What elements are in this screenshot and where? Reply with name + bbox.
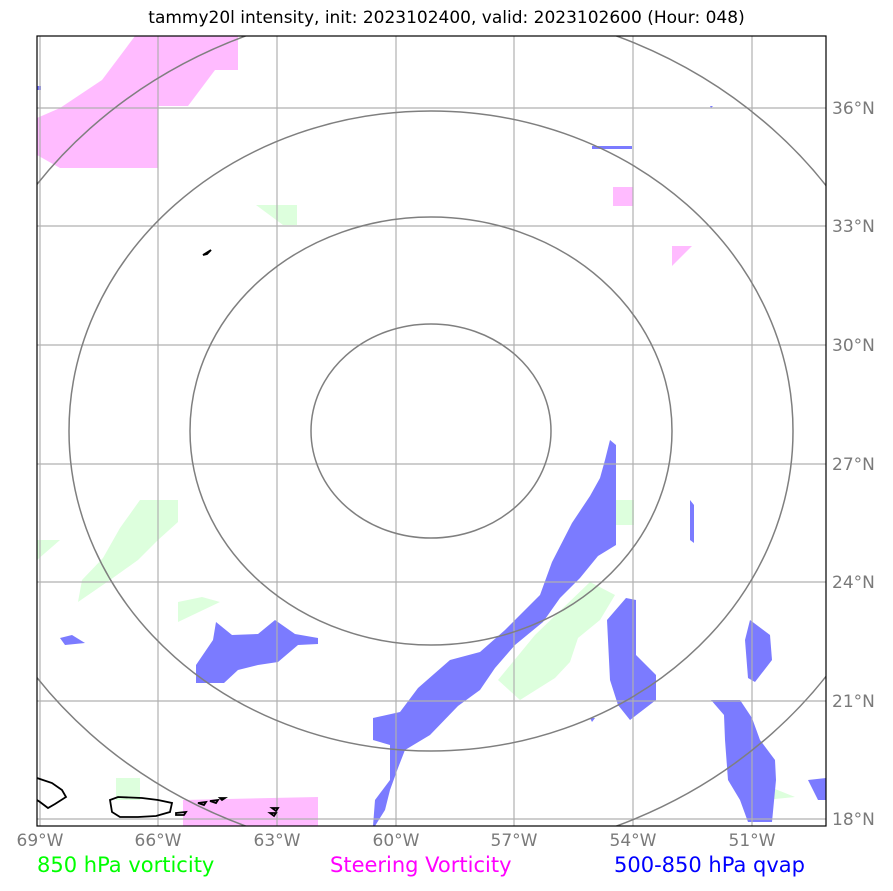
latitude-labels: 36°N 33°N 30°N 27°N 24°N 21°N 18°N: [832, 99, 875, 830]
map-frame: [36, 35, 827, 827]
vorticity-850-areas: [37, 205, 795, 800]
lon-label: 57°W: [491, 831, 538, 851]
qvap-areas: [37, 86, 826, 826]
lon-label: 54°W: [610, 831, 657, 851]
legend-vorticity-850: 850 hPa vorticity: [37, 853, 215, 877]
graticule: [37, 36, 826, 826]
legend-qvap: 500-850 hPa qvap: [614, 853, 805, 877]
steering-vorticity-areas: [37, 36, 692, 826]
map-title: tammy20l intensity, init: 2023102400, va…: [148, 8, 745, 28]
lat-label: 33°N: [832, 217, 875, 237]
lon-label: 63°W: [254, 831, 301, 851]
longitude-labels: 69°W 66°W 63°W 60°W 57°W 54°W 51°W: [17, 831, 776, 851]
coastlines: [37, 249, 280, 818]
lon-label: 69°W: [17, 831, 64, 851]
range-rings: [37, 36, 826, 826]
lon-label: 60°W: [373, 831, 420, 851]
lat-label: 18°N: [832, 810, 875, 830]
lat-label: 36°N: [832, 99, 875, 119]
lat-label: 27°N: [832, 455, 875, 475]
lon-label: 66°W: [135, 831, 182, 851]
lat-label: 21°N: [832, 692, 875, 712]
legend-steering-vorticity: Steering Vorticity: [330, 853, 512, 877]
lat-label: 24°N: [832, 573, 875, 593]
lat-label: 30°N: [832, 336, 875, 356]
lon-label: 51°W: [729, 831, 776, 851]
